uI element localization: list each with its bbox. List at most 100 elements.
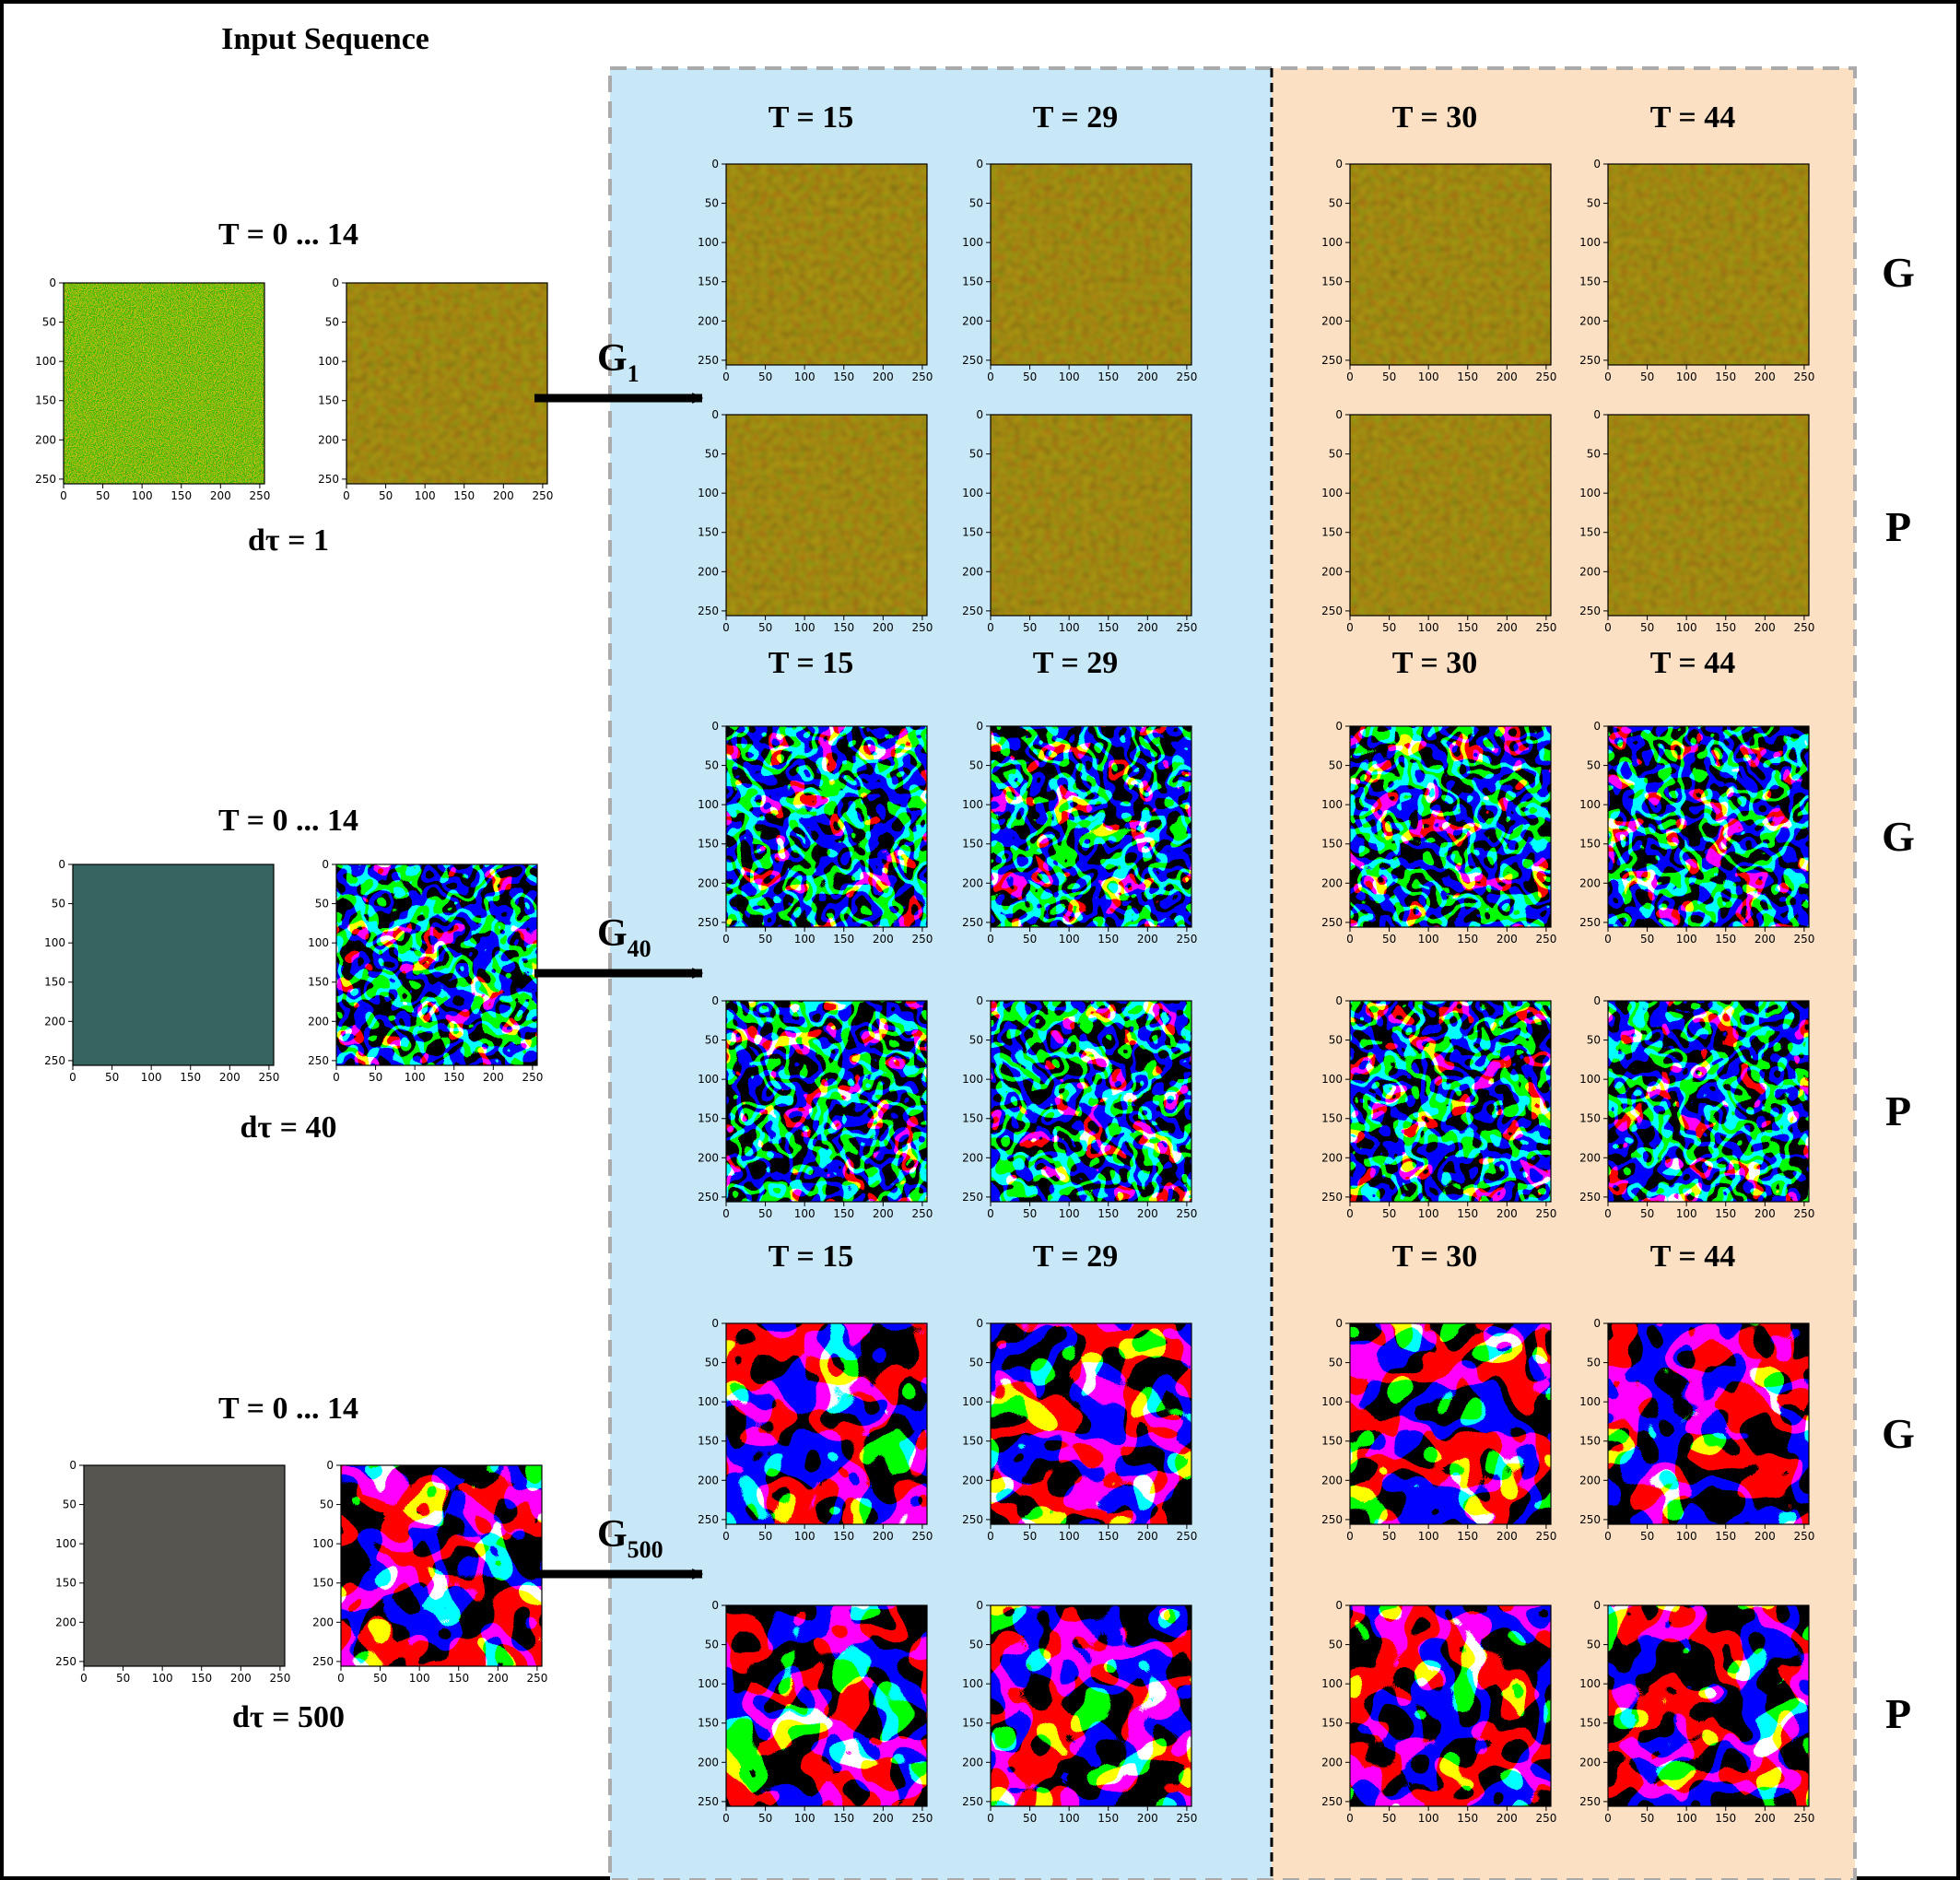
x-tick-label: 150 (191, 1672, 212, 1685)
y-tick-label: 50 (705, 1639, 719, 1651)
y-tick-label: 250 (1579, 1795, 1601, 1808)
x-tick-label: 50 (1023, 1530, 1037, 1543)
y-tick-label: 0 (976, 158, 983, 170)
y-tick-label: 50 (705, 448, 719, 461)
y-tick-label: 250 (962, 916, 983, 929)
x-tick-label: 100 (1418, 370, 1439, 383)
predicted-plot-2-3-image (1350, 1001, 1551, 1202)
predicted-plot-1-4: 0 0 50 50 100 100 150 150 200 200 250 250 (1579, 408, 1814, 634)
x-tick-label: 50 (1382, 1207, 1396, 1220)
x-tick-label: 0 (1604, 621, 1612, 634)
x-tick-label: 0 (69, 1071, 76, 1084)
input-frame-first-3-frame (83, 1464, 286, 1667)
input-frame-first-2-frame (72, 864, 275, 1066)
x-tick-label: 200 (1755, 1530, 1776, 1543)
column-header-2-3: T = 30 (1392, 646, 1477, 680)
operator-label-2: G40 (597, 912, 651, 962)
y-tick-label: 50 (705, 1357, 719, 1369)
predicted-plot-3-1: 0 0 50 50 100 100 150 150 200 200 250 250 (698, 1599, 933, 1825)
x-tick-label: 200 (1755, 933, 1776, 946)
input-frame-first-2: 0 0 50 50 100 100 150 150 200 200 250 250 (44, 858, 279, 1084)
x-tick-label: 0 (987, 1530, 994, 1543)
generated-plot-3-3-frame (1349, 1322, 1552, 1525)
x-tick-label: 200 (1755, 370, 1776, 383)
x-tick-label: 0 (333, 1071, 340, 1084)
y-tick-label: 250 (698, 916, 719, 929)
y-tick-label: 50 (705, 759, 719, 772)
y-tick-label: 50 (1329, 1639, 1343, 1651)
x-tick-label: 200 (1755, 1207, 1776, 1220)
input-label-3: T = 0 ... 14 (218, 1392, 358, 1426)
y-tick-label: 200 (962, 876, 983, 889)
y-tick-label: 150 (962, 1717, 983, 1730)
y-tick-label: 100 (1321, 1677, 1343, 1690)
input-frame-first-3: 0 0 50 50 100 100 150 150 200 200 250 250 (55, 1459, 290, 1685)
y-tick-label: 0 (1593, 1599, 1601, 1612)
x-tick-label: 150 (1457, 370, 1478, 383)
y-tick-label: 250 (308, 1054, 329, 1067)
x-tick-label: 0 (987, 933, 994, 946)
x-tick-label: 250 (1535, 1207, 1556, 1220)
generated-plot-2-1-image (726, 726, 927, 927)
x-tick-label: 200 (873, 370, 894, 383)
predicted-plot-3-4-frame (1607, 1604, 1810, 1807)
y-tick-label: 150 (35, 394, 56, 407)
x-tick-label: 50 (1382, 1812, 1396, 1825)
y-tick-label: 200 (1321, 1474, 1343, 1486)
y-tick-label: 100 (698, 1677, 719, 1690)
x-tick-label: 250 (1793, 1812, 1814, 1825)
x-tick-label: 0 (1346, 370, 1354, 383)
panel-extrapolation (1272, 68, 1855, 1880)
y-tick-label: 0 (49, 276, 56, 289)
input-frame-first-3-image (84, 1465, 285, 1666)
y-tick-label: 150 (698, 838, 719, 851)
column-header-3-4: T = 44 (1650, 1240, 1735, 1274)
y-tick-label: 150 (308, 976, 329, 989)
y-tick-label: 100 (1579, 1677, 1601, 1690)
y-tick-label: 150 (1579, 838, 1601, 851)
generated-plot-2-3-image (1350, 726, 1551, 927)
y-tick-label: 50 (1329, 1034, 1343, 1047)
column-header-1-2: T = 29 (1033, 100, 1118, 135)
y-tick-label: 250 (698, 605, 719, 617)
y-tick-label: 100 (1321, 798, 1343, 811)
generated-plot-1-3-image (1350, 164, 1551, 365)
y-tick-label: 200 (1579, 565, 1601, 578)
y-tick-label: 0 (69, 1459, 76, 1472)
generated-plot-3-4: 0 0 50 50 100 100 150 150 200 200 250 250 (1579, 1317, 1814, 1543)
x-tick-label: 50 (1640, 933, 1654, 946)
x-tick-label: 50 (369, 1071, 382, 1084)
y-tick-label: 0 (1593, 158, 1601, 170)
x-tick-label: 100 (1676, 621, 1697, 634)
x-tick-label: 250 (911, 1207, 933, 1220)
predicted-plot-2-2-image (991, 1001, 1191, 1202)
y-tick-label: 200 (1579, 314, 1601, 327)
x-tick-label: 0 (337, 1672, 345, 1685)
x-tick-label: 200 (873, 1207, 894, 1220)
y-tick-label: 50 (1329, 759, 1343, 772)
x-tick-label: 200 (1496, 933, 1518, 946)
x-tick-label: 150 (170, 489, 192, 502)
y-tick-label: 50 (325, 316, 339, 329)
x-tick-label: 150 (833, 1207, 854, 1220)
predicted-plot-1-3-image (1350, 415, 1551, 616)
x-tick-label: 250 (911, 933, 933, 946)
y-tick-label: 50 (1587, 1034, 1601, 1047)
y-tick-label: 0 (322, 858, 329, 871)
x-tick-label: 250 (1176, 1207, 1197, 1220)
y-tick-label: 200 (1321, 565, 1343, 578)
column-header-3-1: T = 15 (769, 1240, 853, 1274)
y-tick-label: 100 (55, 1537, 76, 1550)
predicted-plot-2-4-image (1608, 1001, 1809, 1202)
predicted-plot-1-1-frame (725, 414, 928, 617)
x-tick-label: 100 (1676, 370, 1697, 383)
y-tick-label: 0 (711, 158, 719, 170)
y-tick-label: 200 (1321, 876, 1343, 889)
x-tick-label: 200 (1137, 370, 1158, 383)
x-tick-label: 100 (1059, 1530, 1080, 1543)
y-tick-label: 0 (711, 1317, 719, 1330)
x-tick-label: 150 (448, 1672, 469, 1685)
x-tick-label: 100 (1418, 1530, 1439, 1543)
x-tick-label: 0 (1346, 621, 1354, 634)
x-tick-label: 150 (1715, 933, 1736, 946)
